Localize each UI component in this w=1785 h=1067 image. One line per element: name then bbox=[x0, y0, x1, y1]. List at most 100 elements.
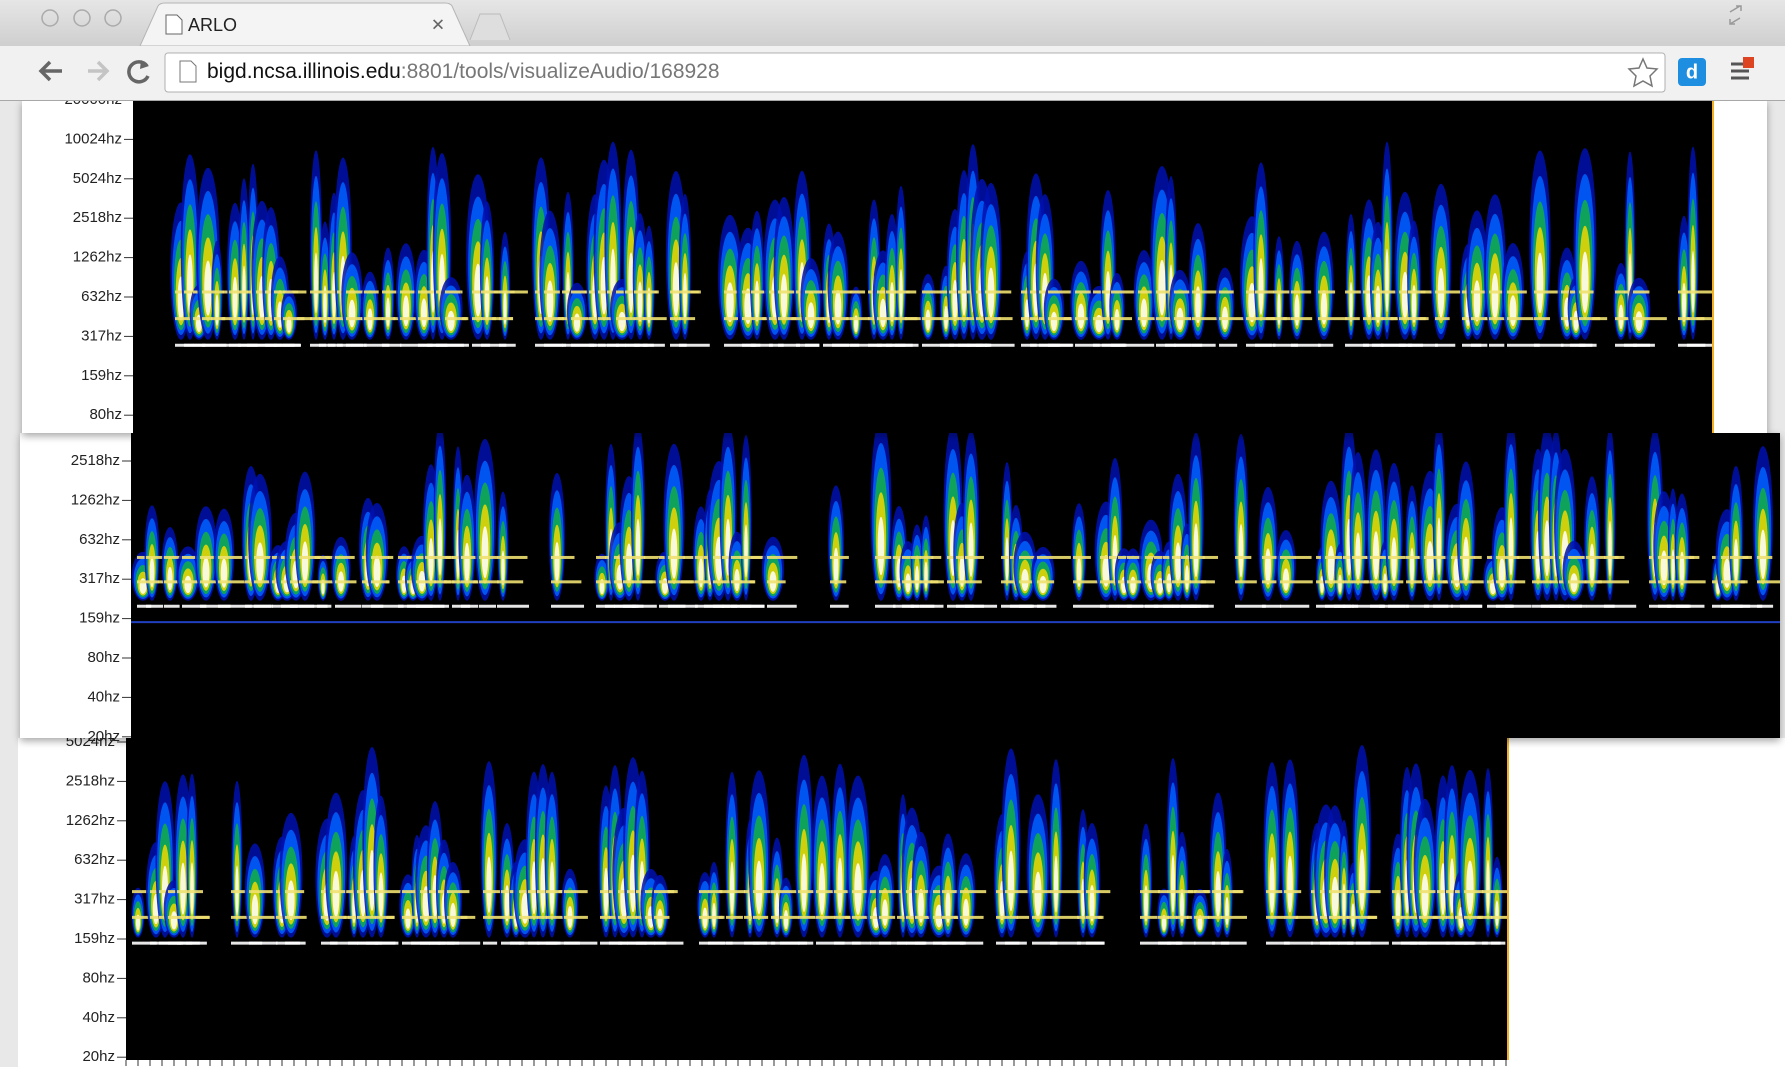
energy-blob bbox=[899, 269, 902, 318]
harmonic-band bbox=[1019, 556, 1035, 559]
harmonic-band bbox=[1192, 344, 1216, 347]
energy-blob bbox=[1491, 273, 1498, 320]
harmonic-band bbox=[346, 344, 367, 347]
energy-blob bbox=[638, 282, 643, 323]
harmonic-band bbox=[1273, 317, 1293, 320]
energy-blob bbox=[1295, 294, 1300, 326]
harmonic-band bbox=[1460, 605, 1482, 608]
harmonic-band bbox=[805, 344, 819, 347]
energy-blob bbox=[819, 863, 825, 915]
harmonic-band bbox=[1356, 916, 1377, 919]
energy-blob bbox=[1277, 292, 1280, 325]
harmonic-band bbox=[1604, 556, 1624, 559]
energy-blob bbox=[486, 857, 491, 913]
harmonic-band bbox=[1190, 580, 1215, 583]
harmonic-band bbox=[200, 580, 216, 583]
harmonic-band bbox=[1687, 290, 1712, 293]
harmonic-band bbox=[1633, 290, 1649, 293]
harmonic-band bbox=[254, 605, 273, 608]
harmonic-band bbox=[218, 580, 247, 583]
harmonic-band bbox=[218, 556, 242, 559]
harmonic-band bbox=[434, 605, 449, 608]
energy-blob bbox=[464, 543, 470, 583]
harmonic-band bbox=[965, 580, 982, 583]
harmonic-band bbox=[382, 344, 401, 347]
frequency-label: 80hz bbox=[87, 649, 120, 666]
energy-blob bbox=[482, 526, 489, 578]
harmonic-band bbox=[445, 344, 469, 347]
energy-blob bbox=[167, 567, 172, 591]
energy-blob bbox=[547, 280, 554, 321]
harmonic-band bbox=[985, 317, 1013, 320]
tab-close[interactable]: ✕ bbox=[431, 15, 445, 34]
energy-blob bbox=[890, 282, 894, 322]
frequency-label: 80hz bbox=[89, 406, 122, 423]
page: 5024hz2518hz1262hz632hz317hz159hz80hz40h… bbox=[0, 0, 1785, 1067]
harmonic-band bbox=[753, 916, 768, 919]
harmonic-band bbox=[708, 916, 725, 919]
frequency-label: 80hz bbox=[82, 969, 115, 986]
frequency-label: 5024hz bbox=[73, 170, 122, 187]
frequency-label: 159hz bbox=[74, 930, 115, 947]
energy-blob bbox=[1661, 550, 1668, 585]
harmonic-band bbox=[1435, 317, 1450, 320]
harmonic-band bbox=[708, 890, 722, 893]
harmonic-band bbox=[1356, 942, 1389, 945]
energy-blob bbox=[1239, 524, 1244, 577]
harmonic-band bbox=[920, 580, 938, 583]
harmonic-band bbox=[740, 580, 755, 583]
energy-blob bbox=[1760, 530, 1766, 579]
frequency-label: 40hz bbox=[82, 1009, 115, 1026]
harmonic-band bbox=[724, 317, 738, 320]
browser-chrome: ARLO ✕ bigd.ncsa.illinois.edu:8801/tools… bbox=[0, 0, 1785, 101]
harmonic-band bbox=[960, 916, 984, 919]
frequency-label: 159hz bbox=[81, 367, 122, 384]
harmonic-band bbox=[1534, 317, 1550, 320]
harmonic-band bbox=[1221, 916, 1247, 919]
frequency-label: 317hz bbox=[74, 891, 115, 908]
harmonic-band bbox=[830, 605, 849, 608]
harmonic-band bbox=[371, 580, 390, 583]
harmonic-band bbox=[1534, 344, 1563, 347]
energy-blob bbox=[232, 277, 237, 321]
energy-blob bbox=[403, 295, 409, 326]
energy-blob bbox=[924, 561, 927, 588]
harmonic-band bbox=[1073, 556, 1091, 559]
harmonic-band bbox=[960, 942, 983, 945]
harmonic-band bbox=[1676, 556, 1694, 559]
harmonic-band bbox=[1388, 605, 1409, 608]
energy-blob bbox=[1474, 280, 1481, 321]
harmonic-band bbox=[1111, 317, 1132, 320]
harmonic-band bbox=[447, 916, 475, 919]
menu-badge bbox=[1743, 57, 1754, 68]
frequency-label: 40hz bbox=[87, 688, 120, 705]
energy-blob bbox=[1671, 549, 1674, 585]
energy-blob bbox=[808, 302, 815, 328]
energy-blob bbox=[221, 558, 228, 587]
harmonic-band bbox=[679, 317, 695, 320]
harmonic-band bbox=[920, 605, 934, 608]
frequency-label: 20hz bbox=[82, 1048, 115, 1065]
harmonic-band bbox=[1381, 317, 1398, 320]
screen: 5024hz2518hz1262hz632hz317hz159hz80hz40h… bbox=[0, 0, 1785, 1067]
energy-blob bbox=[1509, 517, 1513, 575]
energy-blob bbox=[1332, 877, 1339, 919]
energy-blob bbox=[190, 862, 194, 914]
harmonic-band bbox=[1464, 916, 1483, 919]
energy-blob bbox=[1185, 565, 1189, 590]
harmonic-band bbox=[1586, 580, 1604, 583]
harmonic-band bbox=[1219, 317, 1244, 320]
energy-blob bbox=[1215, 871, 1220, 917]
harmonic-band bbox=[1633, 344, 1655, 347]
harmonic-band bbox=[499, 290, 528, 293]
harmonic-band bbox=[1568, 605, 1586, 608]
energy-blob bbox=[1437, 517, 1441, 575]
harmonic-band bbox=[643, 290, 657, 293]
harmonic-band bbox=[1194, 942, 1215, 945]
harmonic-band bbox=[283, 290, 306, 293]
energy-blob bbox=[485, 276, 490, 320]
harmonic-band bbox=[895, 344, 913, 347]
harmonic-band bbox=[1086, 890, 1110, 893]
url-path: :8801/tools/visualizeAudio/168928 bbox=[401, 60, 720, 83]
harmonic-band bbox=[1255, 344, 1275, 347]
